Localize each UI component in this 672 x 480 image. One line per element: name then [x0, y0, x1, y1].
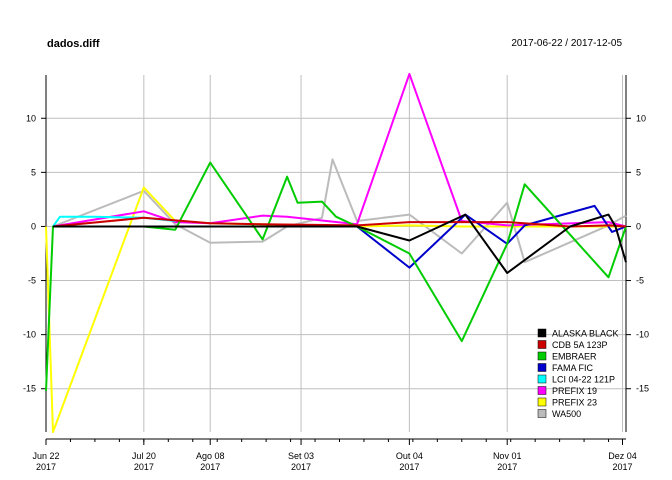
legend-label: CDB 5A 123P: [552, 340, 608, 350]
x-tick-year-label: 2017: [200, 462, 220, 472]
y-tick-label-right: -15: [636, 384, 649, 394]
chart-title: dados.diff: [47, 38, 100, 50]
x-tick-year-label: 2017: [36, 462, 56, 472]
legend-label: EMBRAER: [552, 352, 597, 362]
x-tick-label: Dez 04: [608, 451, 637, 461]
legend-label: PREFIX 23: [552, 398, 597, 408]
legend-swatch: [537, 397, 547, 407]
legend-label: WA500: [552, 409, 581, 419]
series-line-prefix-19: [52, 72, 627, 228]
x-tick-year-label: 2017: [497, 462, 517, 472]
y-tick-label-left: -10: [23, 330, 36, 340]
date-range-label: 2017-06-22 / 2017-12-05: [511, 38, 622, 49]
y-tick-label-left: -5: [28, 276, 36, 286]
series-line-cdb-5a-123p: [52, 216, 627, 228]
y-tick-label-right: -10: [636, 330, 649, 340]
x-tick-label: Nov 01: [493, 451, 522, 461]
series-line-fama-fic: [356, 204, 627, 269]
legend-swatch: [537, 409, 547, 418]
legend-label: LCI 04-22 121P: [552, 375, 615, 385]
series-line-wa500: [52, 158, 627, 264]
y-tick-label-right: 10: [636, 113, 646, 123]
legend-swatch: [537, 363, 547, 372]
legend-swatch: [537, 328, 547, 338]
x-tick-year-label: 2017: [399, 462, 419, 472]
y-tick-label-right: 0: [636, 221, 641, 231]
legend-swatch: [537, 386, 547, 395]
x-tick-year-label: 2017: [291, 462, 311, 472]
x-tick-label: Jul 20: [132, 451, 156, 461]
legend-swatch: [537, 351, 547, 361]
x-tick-label: Out 04: [396, 451, 423, 461]
x-tick-label: Set 03: [288, 451, 314, 461]
y-tick-label-left: 10: [26, 113, 36, 123]
x-tick-year-label: 2017: [612, 462, 632, 472]
x-tick-label: Ago 08: [196, 451, 225, 461]
y-tick-label-left: 5: [31, 167, 36, 177]
series-line-alaska-black: [53, 213, 627, 274]
legend-swatch: [537, 374, 547, 384]
legend-swatch: [537, 340, 547, 349]
y-tick-label-right: 5: [636, 167, 641, 177]
legend-label: FAMA FIC: [552, 363, 594, 373]
y-tick-label-right: -5: [636, 276, 644, 286]
series-line-embraer: [45, 161, 627, 391]
x-tick-year-label: 2017: [134, 462, 154, 472]
x-tick-label: Jun 22: [32, 451, 59, 461]
legend-label: ALASKA BLACK: [552, 329, 619, 339]
legend-label: PREFIX 19: [552, 386, 597, 396]
y-tick-label-left: 0: [31, 221, 36, 231]
y-tick-label-left: -15: [23, 384, 36, 394]
